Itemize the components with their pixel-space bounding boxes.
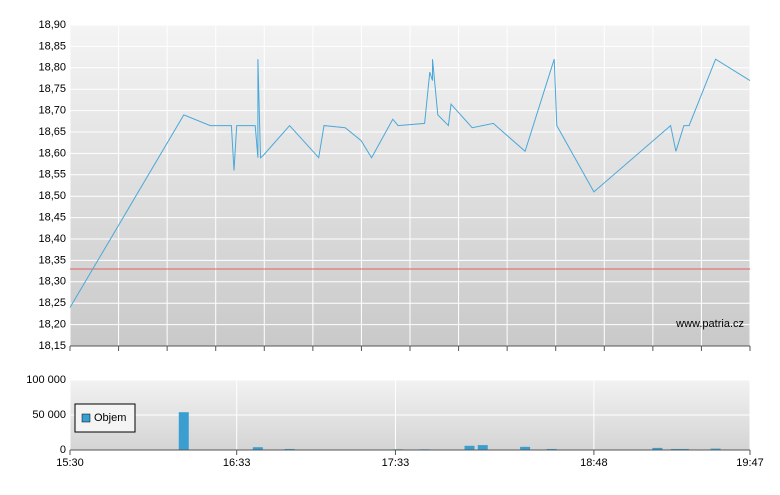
volume-bar (652, 447, 663, 450)
x-tick-label: 18:48 (580, 457, 608, 469)
y-tick-label: 100 000 (26, 374, 66, 386)
volume-bar (710, 448, 721, 450)
volume-bar (477, 445, 488, 450)
x-tick-label: 16:33 (223, 457, 251, 469)
y-tick-label: 18,35 (38, 254, 66, 266)
y-tick-label: 18,50 (38, 190, 66, 202)
volume-bar (464, 445, 475, 450)
y-tick-label: 18,25 (38, 297, 66, 309)
legend-label: Objem (94, 412, 126, 424)
y-tick-label: 18,40 (38, 233, 66, 245)
volume-bar (520, 446, 531, 450)
y-tick-label: 18,15 (38, 340, 66, 352)
volume-bar (252, 447, 263, 450)
y-tick-label: 18,55 (38, 169, 66, 181)
legend-swatch (81, 413, 91, 423)
x-tick-label: 19:47 (736, 457, 764, 469)
y-tick-label: 18,65 (38, 126, 66, 138)
price-line (69, 58, 751, 308)
volume-bar (678, 448, 689, 450)
y-tick-label: 18,20 (38, 319, 66, 331)
y-tick-label: 18,80 (38, 62, 66, 74)
volume-bar (178, 412, 189, 450)
y-tick-label: 18,90 (38, 19, 66, 31)
y-tick-label: 18,60 (38, 147, 66, 159)
volume-bar (670, 448, 681, 450)
y-tick-label: 18,30 (38, 276, 66, 288)
y-tick-label: 0 (60, 444, 66, 456)
x-tick-label: 17:33 (382, 457, 410, 469)
volume-bar (546, 448, 557, 450)
y-tick-label: 18,85 (38, 40, 66, 52)
y-tick-label: 18,70 (38, 105, 66, 117)
volume-bar (284, 448, 295, 450)
annotation: www.patria.cz (675, 318, 744, 330)
x-tick-label: 15:30 (56, 457, 84, 469)
y-tick-label: 18,45 (38, 212, 66, 224)
y-tick-label: 50 000 (32, 409, 66, 421)
y-tick-label: 18,75 (38, 83, 66, 95)
